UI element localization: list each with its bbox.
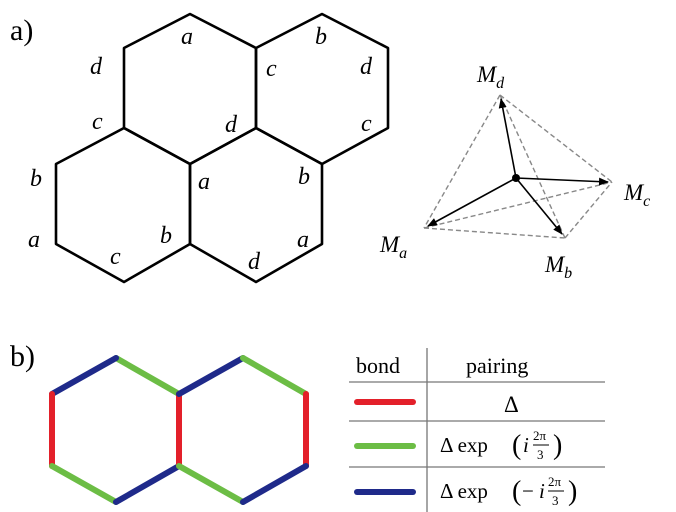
table-header-pairing: pairing — [466, 353, 528, 378]
label-mb: Mb — [544, 252, 572, 282]
edge-label: a — [181, 24, 193, 50]
tetrahedron-center — [512, 174, 520, 182]
edge-label: c — [266, 56, 277, 82]
edge-label: a — [297, 227, 309, 253]
vector-mc — [515, 177, 609, 186]
table-header-bond: bond — [356, 353, 400, 378]
edge-label: d — [360, 54, 373, 80]
label-mc: Mc — [623, 180, 650, 210]
panel-b-label: b) — [10, 340, 35, 373]
bond-green — [240, 355, 309, 397]
hexagon-bottom-left — [54, 126, 192, 284]
panel-a-label: a) — [10, 14, 33, 47]
vector-ma — [427, 177, 517, 227]
svg-text:i: i — [539, 479, 545, 503]
vector-md — [498, 98, 517, 179]
edge-label: b — [298, 164, 310, 190]
edge-labels: a d c d b c d c b a c b a b d a — [28, 24, 373, 275]
tetrahedron-diagram: Md Mc Ma Mb — [379, 62, 650, 282]
svg-text:): ) — [553, 430, 562, 461]
bond-blue — [49, 355, 119, 397]
svg-text:): ) — [568, 476, 577, 507]
svg-text:2π: 2π — [533, 428, 547, 443]
edge-label: b — [160, 223, 172, 249]
svg-text:3: 3 — [537, 447, 544, 462]
tetrahedron-edges — [423, 94, 613, 239]
bond-green — [176, 463, 246, 505]
edge-label: d — [225, 112, 238, 138]
label-md: Md — [476, 62, 505, 92]
pairing-value-red: Δ — [504, 392, 519, 417]
svg-text:−: − — [522, 479, 534, 503]
pairing-value-blue: Δ exp ( − i 2π 3 ) — [440, 474, 577, 508]
svg-text:(: ( — [512, 430, 521, 461]
svg-text:(: ( — [512, 476, 521, 507]
bond-blue — [176, 355, 246, 397]
bond-green — [49, 463, 119, 505]
pairing-value-green: Δ exp ( i 2π 3 ) — [440, 428, 562, 462]
label-ma: Ma — [379, 232, 407, 262]
edge-label: c — [361, 111, 372, 137]
edge-label: b — [315, 24, 327, 50]
colored-bond-lattice — [49, 355, 309, 505]
edge-label: c — [92, 109, 103, 135]
edge-label: a — [198, 169, 210, 195]
edge-label: c — [110, 244, 121, 270]
svg-text:2π: 2π — [548, 474, 562, 489]
svg-text:Δ exp: Δ exp — [440, 479, 488, 503]
hexagon-bottom-right — [188, 126, 324, 284]
tetrahedron-vectors — [427, 98, 609, 235]
svg-text:i: i — [523, 433, 529, 457]
svg-text:3: 3 — [552, 493, 559, 508]
edge-label: d — [248, 249, 261, 275]
bond-pairing-table: bond pairing Δ Δ exp ( i 2π 3 ) Δ exp ( … — [349, 348, 605, 512]
bond-blue — [113, 463, 182, 505]
honeycomb-lattice — [54, 12, 390, 284]
svg-text:Δ exp: Δ exp — [440, 433, 488, 457]
bond-green — [113, 355, 182, 397]
edge-label: b — [30, 166, 42, 192]
edge-label: a — [28, 227, 40, 253]
vector-mb — [515, 177, 563, 235]
edge-label: d — [90, 54, 103, 80]
bond-blue — [240, 463, 309, 505]
